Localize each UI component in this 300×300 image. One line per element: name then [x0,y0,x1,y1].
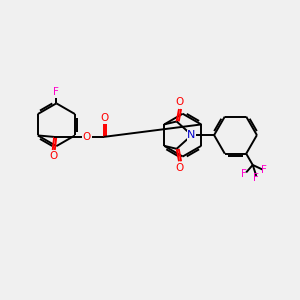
Text: F: F [242,169,247,179]
Text: O: O [49,151,57,161]
Text: F: F [53,87,59,97]
Text: O: O [176,98,184,107]
Text: O: O [176,163,184,173]
Text: F: F [261,165,267,175]
Text: O: O [83,132,91,142]
Text: N: N [187,130,196,140]
Text: O: O [100,112,108,123]
Text: F: F [254,173,259,183]
